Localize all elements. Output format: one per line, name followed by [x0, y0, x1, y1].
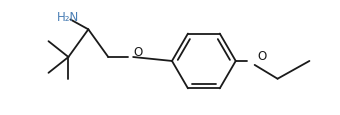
Text: O: O: [133, 45, 142, 58]
Text: H₂N: H₂N: [57, 10, 80, 23]
Text: O: O: [258, 49, 267, 62]
